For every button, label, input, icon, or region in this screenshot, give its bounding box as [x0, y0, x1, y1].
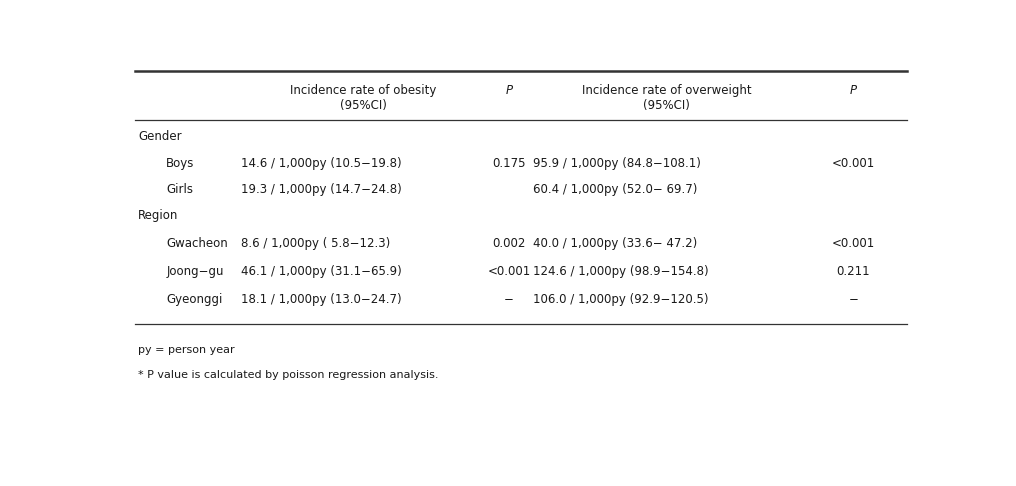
Text: 8.6 / 1,000py ( 5.8−12.3): 8.6 / 1,000py ( 5.8−12.3): [241, 237, 390, 250]
Text: Boys: Boys: [167, 156, 195, 170]
Text: 0.175: 0.175: [492, 156, 525, 170]
Text: P: P: [849, 84, 856, 97]
Text: Region: Region: [138, 209, 179, 222]
Text: Girls: Girls: [167, 183, 193, 196]
Text: <0.001: <0.001: [832, 156, 875, 170]
Text: <0.001: <0.001: [832, 237, 875, 250]
Text: 106.0 / 1,000py (92.9−120.5): 106.0 / 1,000py (92.9−120.5): [532, 293, 708, 306]
Text: −: −: [848, 293, 859, 306]
Text: Incidence rate of obesity: Incidence rate of obesity: [290, 84, 437, 97]
Text: * P value is calculated by poisson regression analysis.: * P value is calculated by poisson regre…: [138, 369, 439, 380]
Text: P: P: [505, 84, 512, 97]
Text: 60.4 / 1,000py (52.0− 69.7): 60.4 / 1,000py (52.0− 69.7): [532, 183, 697, 196]
Text: Gwacheon: Gwacheon: [167, 237, 229, 250]
Text: (95%CI): (95%CI): [339, 99, 387, 112]
Text: 40.0 / 1,000py (33.6− 47.2): 40.0 / 1,000py (33.6− 47.2): [532, 237, 697, 250]
Text: 18.1 / 1,000py (13.0−24.7): 18.1 / 1,000py (13.0−24.7): [241, 293, 401, 306]
Text: py = person year: py = person year: [138, 345, 235, 355]
Text: Incidence rate of overweight: Incidence rate of overweight: [581, 84, 751, 97]
Text: (95%CI): (95%CI): [643, 99, 690, 112]
Text: 95.9 / 1,000py (84.8−108.1): 95.9 / 1,000py (84.8−108.1): [532, 156, 700, 170]
Text: Gender: Gender: [138, 130, 182, 143]
Text: 19.3 / 1,000py (14.7−24.8): 19.3 / 1,000py (14.7−24.8): [241, 183, 402, 196]
Text: 14.6 / 1,000py (10.5−19.8): 14.6 / 1,000py (10.5−19.8): [241, 156, 401, 170]
Text: 124.6 / 1,000py (98.9−154.8): 124.6 / 1,000py (98.9−154.8): [532, 265, 708, 278]
Text: <0.001: <0.001: [488, 265, 530, 278]
Text: 0.211: 0.211: [836, 265, 870, 278]
Text: 46.1 / 1,000py (31.1−65.9): 46.1 / 1,000py (31.1−65.9): [241, 265, 402, 278]
Text: Gyeonggi: Gyeonggi: [167, 293, 223, 306]
Text: Joong−gu: Joong−gu: [167, 265, 224, 278]
Text: −: −: [504, 293, 514, 306]
Text: 0.002: 0.002: [492, 237, 525, 250]
